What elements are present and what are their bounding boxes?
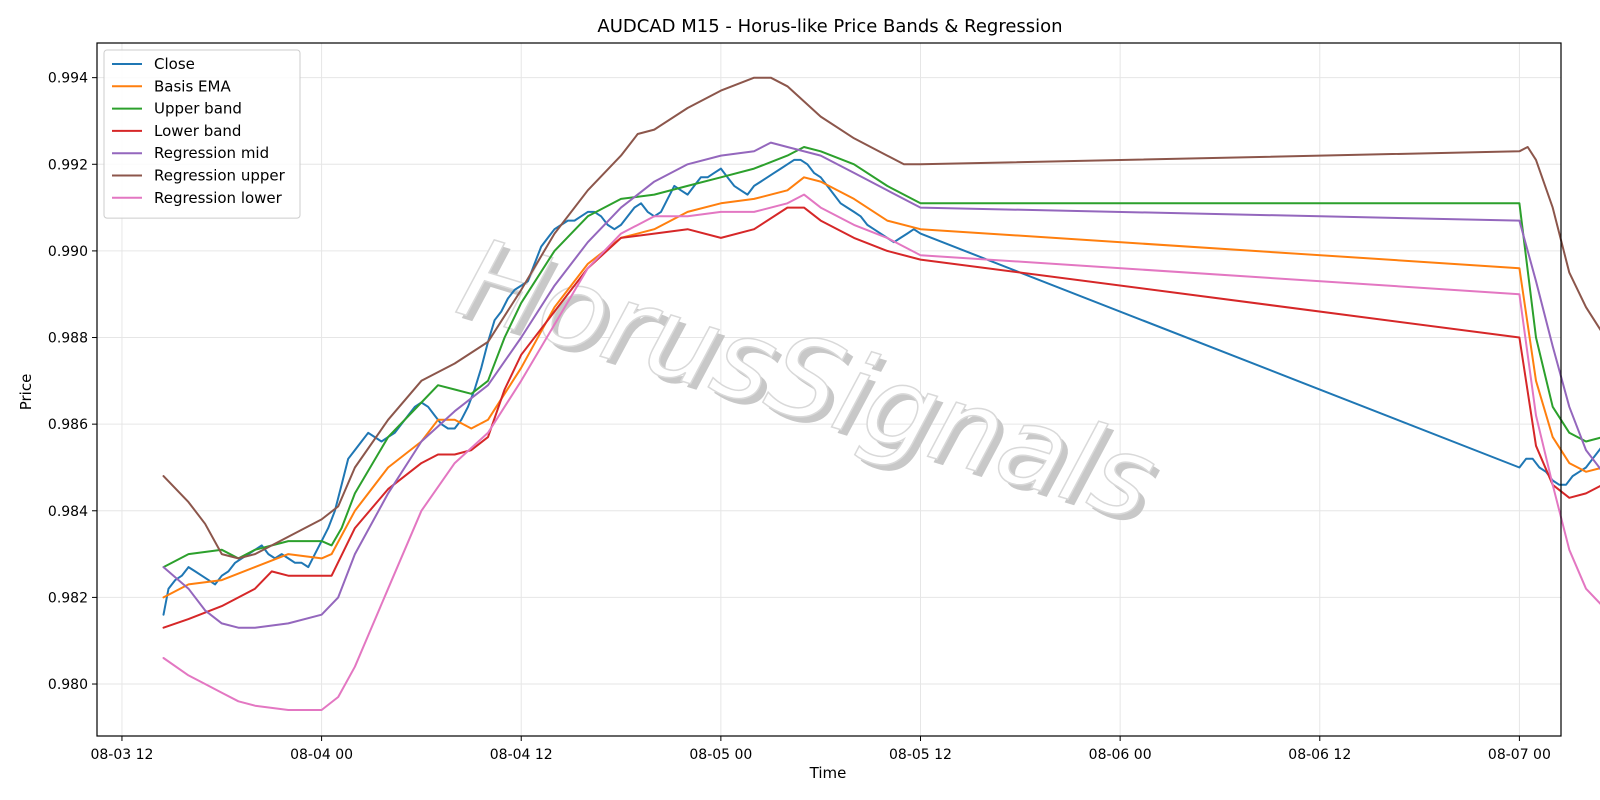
y-tick-label: 0.986 [48,417,88,433]
x-tick-label: 08-05 00 [689,747,752,763]
x-tick-label: 08-03 12 [90,747,153,763]
x-tick-label: 08-04 12 [490,747,553,763]
x-tick-label: 08-04 00 [290,747,353,763]
y-tick-label: 0.990 [48,244,88,260]
plot-frame [96,42,1562,737]
y-tick-label: 0.980 [48,677,88,693]
series-line-upper-band [162,146,1600,569]
x-tick-label: 08-06 12 [1288,747,1351,763]
y-tick-label: 0.994 [48,71,88,87]
y-tick-label: 0.984 [48,504,88,520]
series-line-regression-lower [162,193,1600,711]
chart-title: AUDCAD M15 - Horus-like Price Bands & Re… [597,16,1062,37]
series-line-lower-band [162,206,1600,629]
grid [97,43,1561,736]
legend: Close Basis EMA Upper band Lower band Regres… [103,49,301,219]
y-tick-label: 0.988 [48,331,88,347]
series-line-close [162,158,1600,616]
series-line-regression-upper [162,76,1600,560]
x-tick-label: 08-07 00 [1488,747,1551,763]
series-lines [162,76,1600,711]
x-axis-label: Time [809,764,847,782]
legend-label: Upper band [154,100,242,118]
series-line-basis-ema [162,176,1600,599]
axes: 08-03 12 08-04 00 08-04 12 08-05 00 08-05 12… [48,42,1562,763]
series-line-regression-mid [162,141,1600,629]
y-tick-label: 0.992 [48,157,88,173]
y-tick-label: 0.982 [48,590,88,606]
x-tick-label: 08-06 00 [1089,747,1152,763]
y-axis-label: Price [17,374,35,411]
legend-label: Close [154,55,195,73]
legend-label: Regression upper [154,167,286,185]
legend-label: Regression mid [154,144,269,162]
legend-label: Regression lower [154,189,283,207]
x-tick-label: 08-05 12 [889,747,952,763]
legend-label: Basis EMA [154,77,231,95]
legend-box [103,49,301,219]
legend-label: Lower band [154,122,241,140]
